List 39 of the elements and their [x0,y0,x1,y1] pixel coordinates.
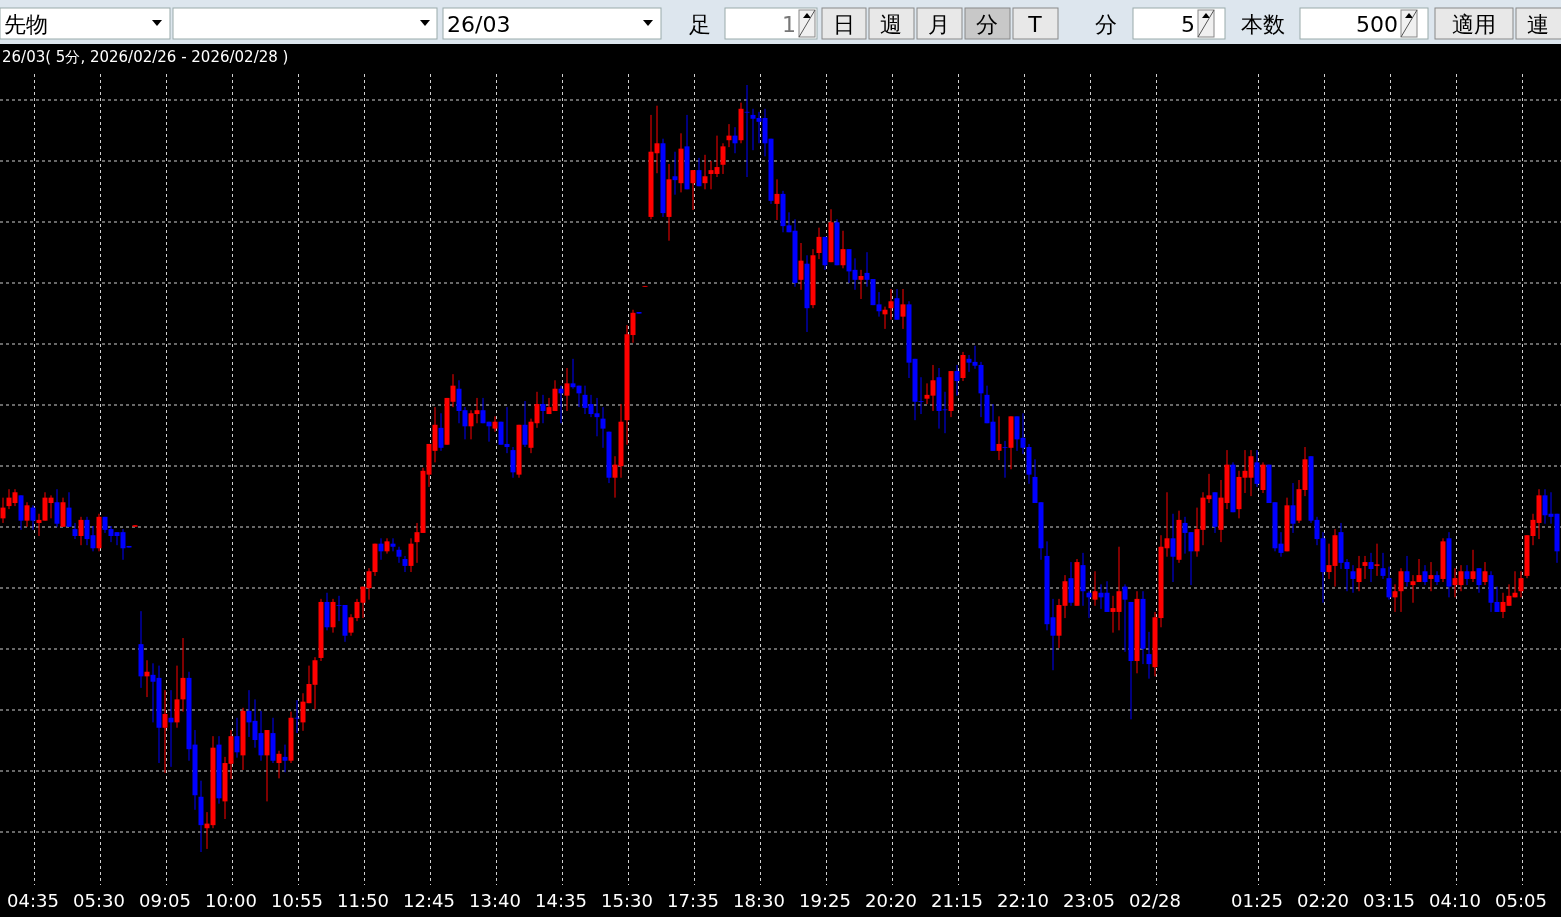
x-tick-label: 15:30 [601,890,653,911]
text: 500 [1356,12,1398,37]
x-tick-label: 01:25 [1231,890,1283,911]
x-tick-label: 22:10 [997,890,1049,911]
text: 週 [880,12,902,37]
text: 分 [976,12,998,37]
x-tick-label: 20:20 [865,890,917,911]
text: 連 [1527,12,1549,37]
x-tick-label: 14:35 [535,890,587,911]
text: 26/03 [447,12,511,37]
text: 月 [928,12,950,37]
x-tick-label: 02:20 [1297,890,1349,911]
x-tick-label: 04:35 [7,890,59,911]
text: 本数 [1241,12,1285,37]
x-tick-label: 13:40 [469,890,521,911]
x-tick-label: 12:45 [403,890,455,911]
x-tick-label: 18:30 [733,890,785,911]
text: 先物 [4,12,48,37]
x-tick-label: 09:05 [139,890,191,911]
text: 足 [689,12,711,37]
x-tick-label: 10:00 [205,890,257,911]
x-tick-label: 17:35 [667,890,719,911]
x-tick-label: 11:50 [337,890,389,911]
x-tick-label: 05:30 [73,890,125,911]
x-tick-label: 04:10 [1429,890,1481,911]
text: 1 [782,12,796,37]
x-tick-label: 21:15 [931,890,983,911]
chart-title: 26/03( 5分, 2026/02/26 - 2026/02/28 ) [2,48,289,66]
x-tick-label: 05:05 [1495,890,1547,911]
x-tick-label: 23:05 [1063,890,1115,911]
text: 日 [833,12,855,37]
text: 分 [1095,12,1117,37]
x-tick-label: 10:55 [271,890,323,911]
text: 5 [1181,12,1195,37]
text: 適用 [1452,12,1496,37]
text: T [1027,12,1043,37]
x-tick-label: 03:15 [1363,890,1415,911]
x-tick-label: 19:25 [799,890,851,911]
x-tick-label: 02/28 [1129,890,1181,911]
